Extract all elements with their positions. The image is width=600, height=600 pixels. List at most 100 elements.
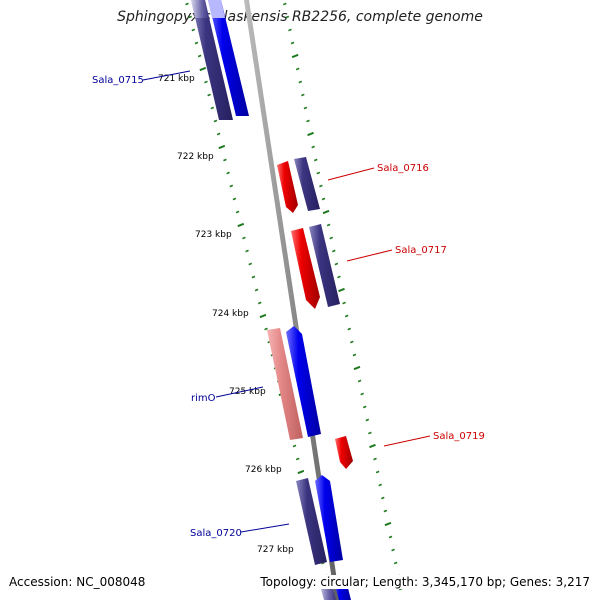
minor-tick (334, 262, 339, 266)
minor-tick (301, 93, 305, 97)
sala-0717-cds-arrow (291, 228, 320, 309)
minor-tick (285, 15, 290, 19)
major-tick (291, 53, 299, 59)
minor-tick (316, 171, 321, 175)
minor-tick (383, 509, 388, 513)
minor-tick (248, 262, 253, 266)
minor-tick (210, 106, 215, 110)
sala-0719-cds-arrow (335, 436, 353, 469)
rimo-rrna-bar (267, 328, 303, 440)
sala-0716-leader (327, 167, 375, 181)
minor-tick (188, 15, 192, 19)
minor-tick (319, 184, 323, 188)
feature-labels: Sala_0715 Sala_0716 Sala_0717 rimO Sala_… (92, 70, 485, 539)
minor-tick (288, 28, 292, 32)
minor-tick (242, 236, 246, 240)
scale-ticks-outer (282, 2, 403, 591)
minor-tick (350, 340, 354, 344)
genome-backbone (244, 0, 340, 600)
scale-labels: 721 kbp 722 kbp 723 kbp 724 kbp 725 kbp … (158, 74, 294, 555)
major-tick (338, 287, 345, 293)
minor-tick (375, 470, 380, 474)
minor-tick (251, 275, 256, 279)
minor-tick (368, 431, 372, 435)
minor-tick (257, 301, 262, 305)
sala-0720-cds-arrow (315, 475, 343, 562)
minor-tick (185, 2, 189, 6)
minor-tick (306, 119, 310, 123)
minor-tick (347, 327, 352, 331)
scale-label: 725 kbp (229, 387, 266, 397)
minor-tick (344, 314, 349, 318)
sala-0717-leader (346, 249, 393, 262)
minor-tick (207, 93, 211, 97)
sala-0720-gene-bar (296, 478, 327, 565)
sala-0715-gene-bar-top (191, 0, 209, 18)
minor-tick (342, 301, 346, 305)
sala-0720-leader (240, 523, 290, 533)
minor-tick (373, 457, 377, 461)
major-tick (218, 144, 226, 150)
sala-0715-label[interactable]: Sala_0715 (92, 75, 144, 86)
sala-0715-gene-bar (191, 0, 233, 120)
minor-tick (264, 327, 268, 331)
minor-tick (194, 41, 199, 45)
minor-tick (204, 80, 208, 84)
minor-tick (298, 80, 303, 84)
sala-0720-label[interactable]: Sala_0720 (190, 528, 242, 539)
minor-tick (326, 223, 331, 227)
minor-tick (380, 496, 385, 500)
accession-text: Accession: NC_008048 (9, 575, 146, 589)
minor-tick (311, 145, 315, 149)
minor-tick (232, 197, 237, 201)
minor-tick (295, 67, 300, 71)
major-tick (259, 313, 267, 319)
scale-label: 721 kbp (158, 74, 195, 84)
major-tick (353, 365, 361, 371)
minor-tick (365, 418, 370, 422)
minor-tick (393, 561, 398, 565)
minor-tick (391, 548, 395, 552)
sala-0717-label[interactable]: Sala_0717 (395, 245, 447, 256)
minor-tick (331, 249, 336, 253)
scale-label: 727 kbp (257, 545, 294, 555)
minor-tick (388, 535, 393, 539)
minor-tick (290, 41, 295, 45)
rimo-cds-arrow (286, 326, 321, 437)
minor-tick (337, 275, 341, 279)
major-tick (199, 66, 207, 72)
minor-tick (362, 405, 367, 409)
minor-tick (229, 184, 234, 188)
minor-tick (357, 379, 362, 383)
minor-tick (226, 171, 230, 175)
sala-0715-cds-bar-top (208, 0, 225, 18)
major-tick (297, 469, 305, 475)
major-tick (369, 443, 376, 449)
scale-label: 723 kbp (195, 230, 232, 240)
genome-summary-text: Topology: circular; Length: 3,345,170 bp… (258, 575, 590, 589)
sala-0715-cds-bar (208, 0, 249, 116)
sala-0716-cds-arrow (277, 161, 298, 213)
major-tick (384, 521, 392, 527)
sala-0719-label[interactable]: Sala_0719 (433, 431, 485, 442)
minor-tick (329, 236, 334, 240)
sala-0715-leader (142, 70, 191, 81)
major-tick (307, 131, 314, 137)
minor-tick (360, 392, 364, 396)
minor-tick (216, 132, 221, 136)
sala-0716-label[interactable]: Sala_0716 (377, 163, 429, 174)
minor-tick (223, 158, 227, 162)
minor-tick (254, 288, 259, 292)
minor-tick (321, 197, 326, 201)
minor-tick (378, 483, 382, 487)
minor-tick (282, 2, 287, 6)
minor-tick (313, 158, 318, 162)
scale-label: 722 kbp (177, 152, 214, 162)
minor-tick (213, 119, 218, 123)
rimo-label[interactable]: rimO (191, 393, 216, 404)
minor-tick (292, 444, 297, 448)
minor-tick (303, 106, 308, 110)
minor-tick (191, 28, 196, 32)
sala-0717-gene-bar (309, 224, 340, 307)
major-tick (322, 209, 330, 215)
